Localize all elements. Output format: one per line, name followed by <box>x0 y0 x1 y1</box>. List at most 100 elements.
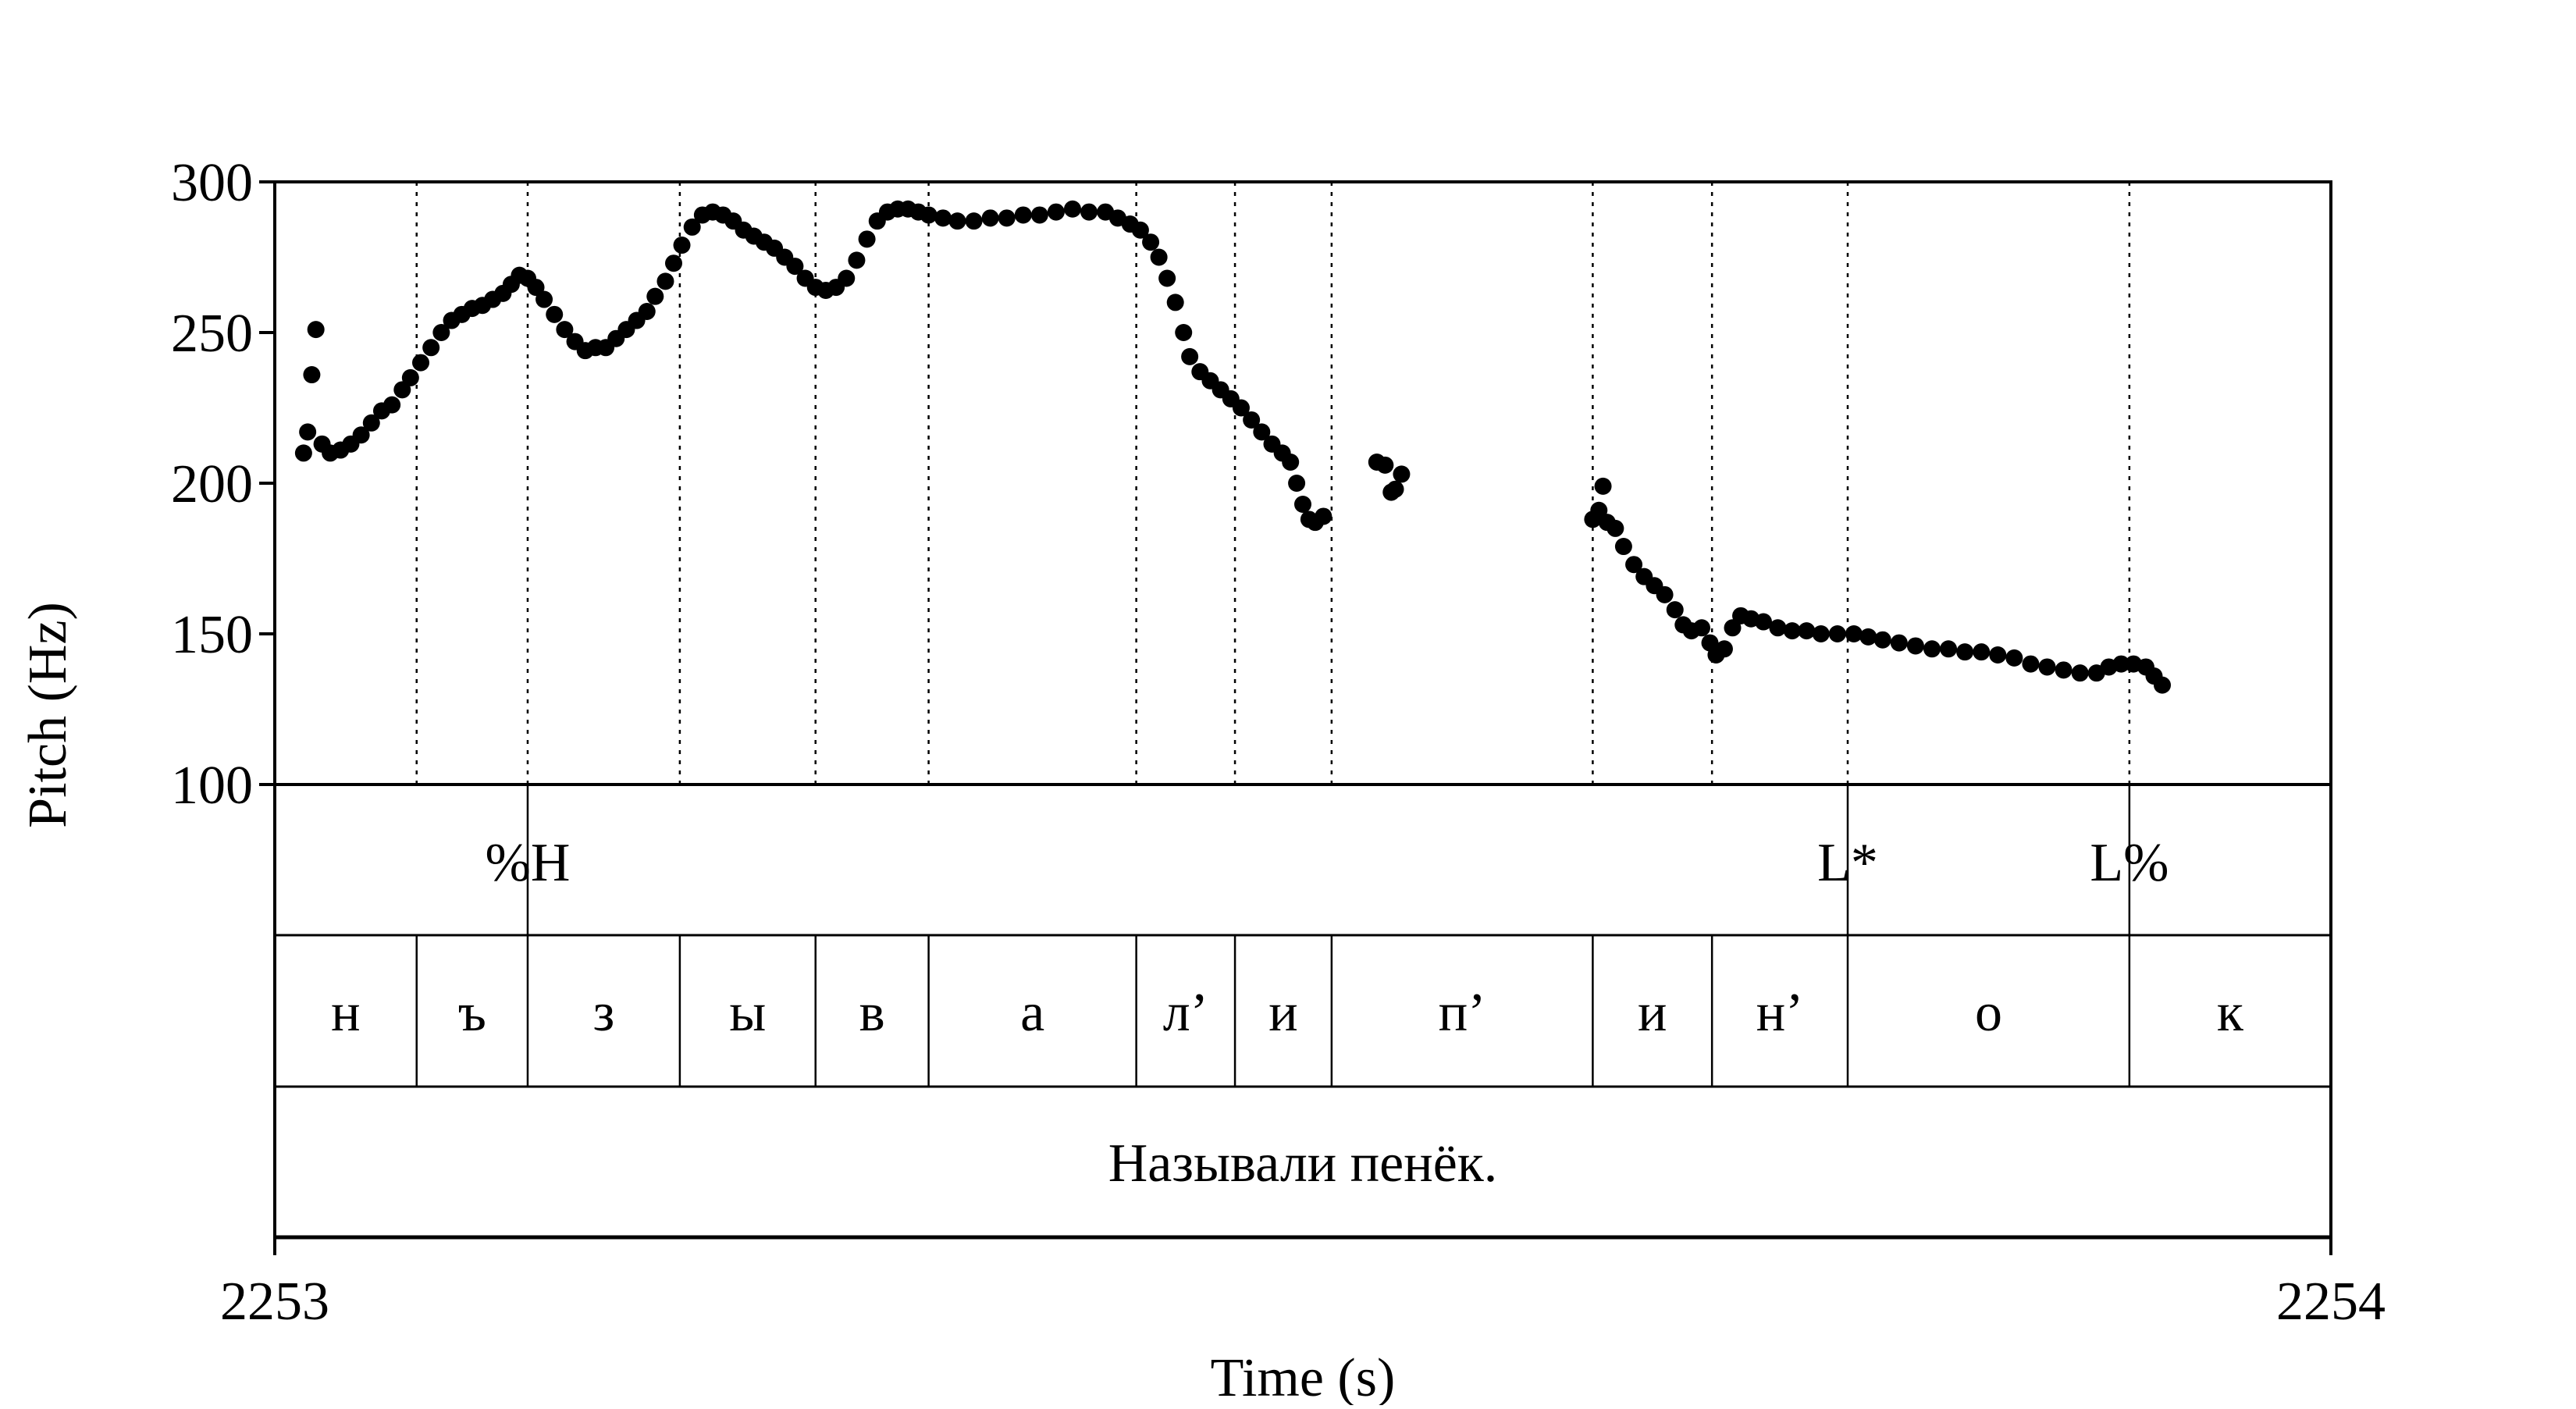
pitch-point <box>1845 625 1863 642</box>
pitch-point <box>1142 233 1160 251</box>
pitch-point <box>683 218 701 236</box>
tone-label: L* <box>1817 833 1878 893</box>
segment-label: в <box>859 983 885 1043</box>
y-tick-label: 150 <box>171 605 253 665</box>
pitch-point <box>422 339 440 357</box>
pitch-point <box>1906 637 1924 655</box>
axis-ticks: 100 150 200 250 300 2253 2254 <box>171 153 2386 1332</box>
segment-label: ъ <box>458 983 486 1043</box>
segment-label: ы <box>729 983 766 1043</box>
pitch-point <box>858 230 876 248</box>
pitch-point <box>1656 585 1674 603</box>
pitch-point <box>1769 619 1787 637</box>
pitch-point <box>1175 324 1193 341</box>
pitch-point <box>1989 646 2007 664</box>
y-axis-title: Pitch (Hz) <box>18 602 78 828</box>
pitch-point <box>1181 347 1199 365</box>
pitch-point <box>1783 622 1801 640</box>
pitch-point <box>981 209 999 227</box>
y-tick-label: 100 <box>171 756 253 816</box>
pitch-point <box>1063 200 1081 218</box>
segment-label: а <box>1020 983 1044 1043</box>
pitch-point <box>1243 411 1261 429</box>
pitch-point <box>1030 206 1048 224</box>
segment-label: л’ <box>1163 983 1208 1043</box>
segment-tier: н ъ з ы в а л’ и п’ и н’ о к <box>331 935 2244 1087</box>
pitch-point <box>412 354 430 372</box>
pitch-point <box>299 423 317 441</box>
segment-label: к <box>2217 983 2244 1043</box>
segment-label: н <box>331 983 360 1043</box>
pitch-point <box>546 305 564 323</box>
pitch-point <box>556 321 574 339</box>
pitch-point <box>294 444 312 462</box>
pitch-point <box>1923 640 1941 658</box>
pitch-point <box>352 426 370 444</box>
x-tick-label: 2253 <box>220 1272 329 1332</box>
x-tick-label: 2254 <box>2276 1272 2386 1332</box>
pitch-point <box>998 209 1016 227</box>
pitch-point <box>2071 664 2089 682</box>
pitch-point <box>393 381 411 399</box>
pitch-point <box>1594 477 1612 495</box>
pitch-point <box>1282 453 1300 471</box>
pitch-point <box>1047 203 1065 221</box>
pitch-point <box>1080 203 1098 221</box>
segment-label: н’ <box>1756 983 1804 1043</box>
pitch-point <box>2038 658 2056 676</box>
pitch-point <box>664 254 682 272</box>
pitch-point <box>1232 399 1250 417</box>
pitch-point <box>1956 643 1974 661</box>
pitch-point <box>948 212 966 230</box>
pitch-point <box>2005 649 2023 667</box>
pitch-point <box>1859 628 1877 646</box>
pitch-point <box>401 368 419 386</box>
pitch-point <box>2154 676 2172 694</box>
segment-label: п’ <box>1439 983 1486 1043</box>
pitch-point <box>1288 475 1306 492</box>
y-tick-label: 300 <box>171 153 253 213</box>
pitch-point <box>1294 496 1311 514</box>
pitch-point <box>934 209 952 227</box>
x-axis-title: Time (s) <box>1211 1348 1396 1405</box>
y-tick-label: 250 <box>171 304 253 364</box>
pitch-point <box>1890 634 1908 652</box>
pitch-point <box>838 269 856 287</box>
pitch-point <box>1940 640 1958 658</box>
pitch-point <box>786 258 804 276</box>
pitch-point <box>1150 248 1168 266</box>
pitch-track <box>294 200 2172 694</box>
y-tick-label: 200 <box>171 454 253 514</box>
pitch-point <box>1131 221 1149 239</box>
pitch-point <box>2055 661 2073 679</box>
pitch-point <box>1715 640 1733 658</box>
pitch-point <box>1692 619 1710 637</box>
tone-tier: %H L* L% <box>486 785 2169 935</box>
segment-label: и <box>1638 983 1667 1043</box>
segment-label: з <box>593 983 615 1043</box>
pitch-point <box>1376 456 1394 474</box>
pitch-point <box>1666 601 1684 619</box>
pitch-point <box>656 272 674 290</box>
pitch-point <box>1590 501 1608 519</box>
pitch-point <box>1253 423 1271 441</box>
pitch-point <box>1798 622 1816 640</box>
pitch-point <box>646 287 664 305</box>
pitch-point <box>848 251 866 269</box>
pitch-point <box>1014 206 1032 224</box>
pitch-point <box>1386 480 1404 498</box>
pitch-point <box>1873 631 1891 649</box>
pitch-point <box>638 302 656 320</box>
pitch-point <box>1724 619 1742 637</box>
pitch-point <box>432 324 450 341</box>
pitch-point <box>1755 613 1773 631</box>
pitch-point <box>673 237 691 254</box>
pitch-point <box>1828 625 1846 642</box>
pitch-point <box>1812 625 1830 642</box>
pitch-point <box>1614 538 1632 556</box>
utterance-label: Называли пенёк. <box>1108 1133 1498 1194</box>
pitch-point <box>307 321 325 339</box>
